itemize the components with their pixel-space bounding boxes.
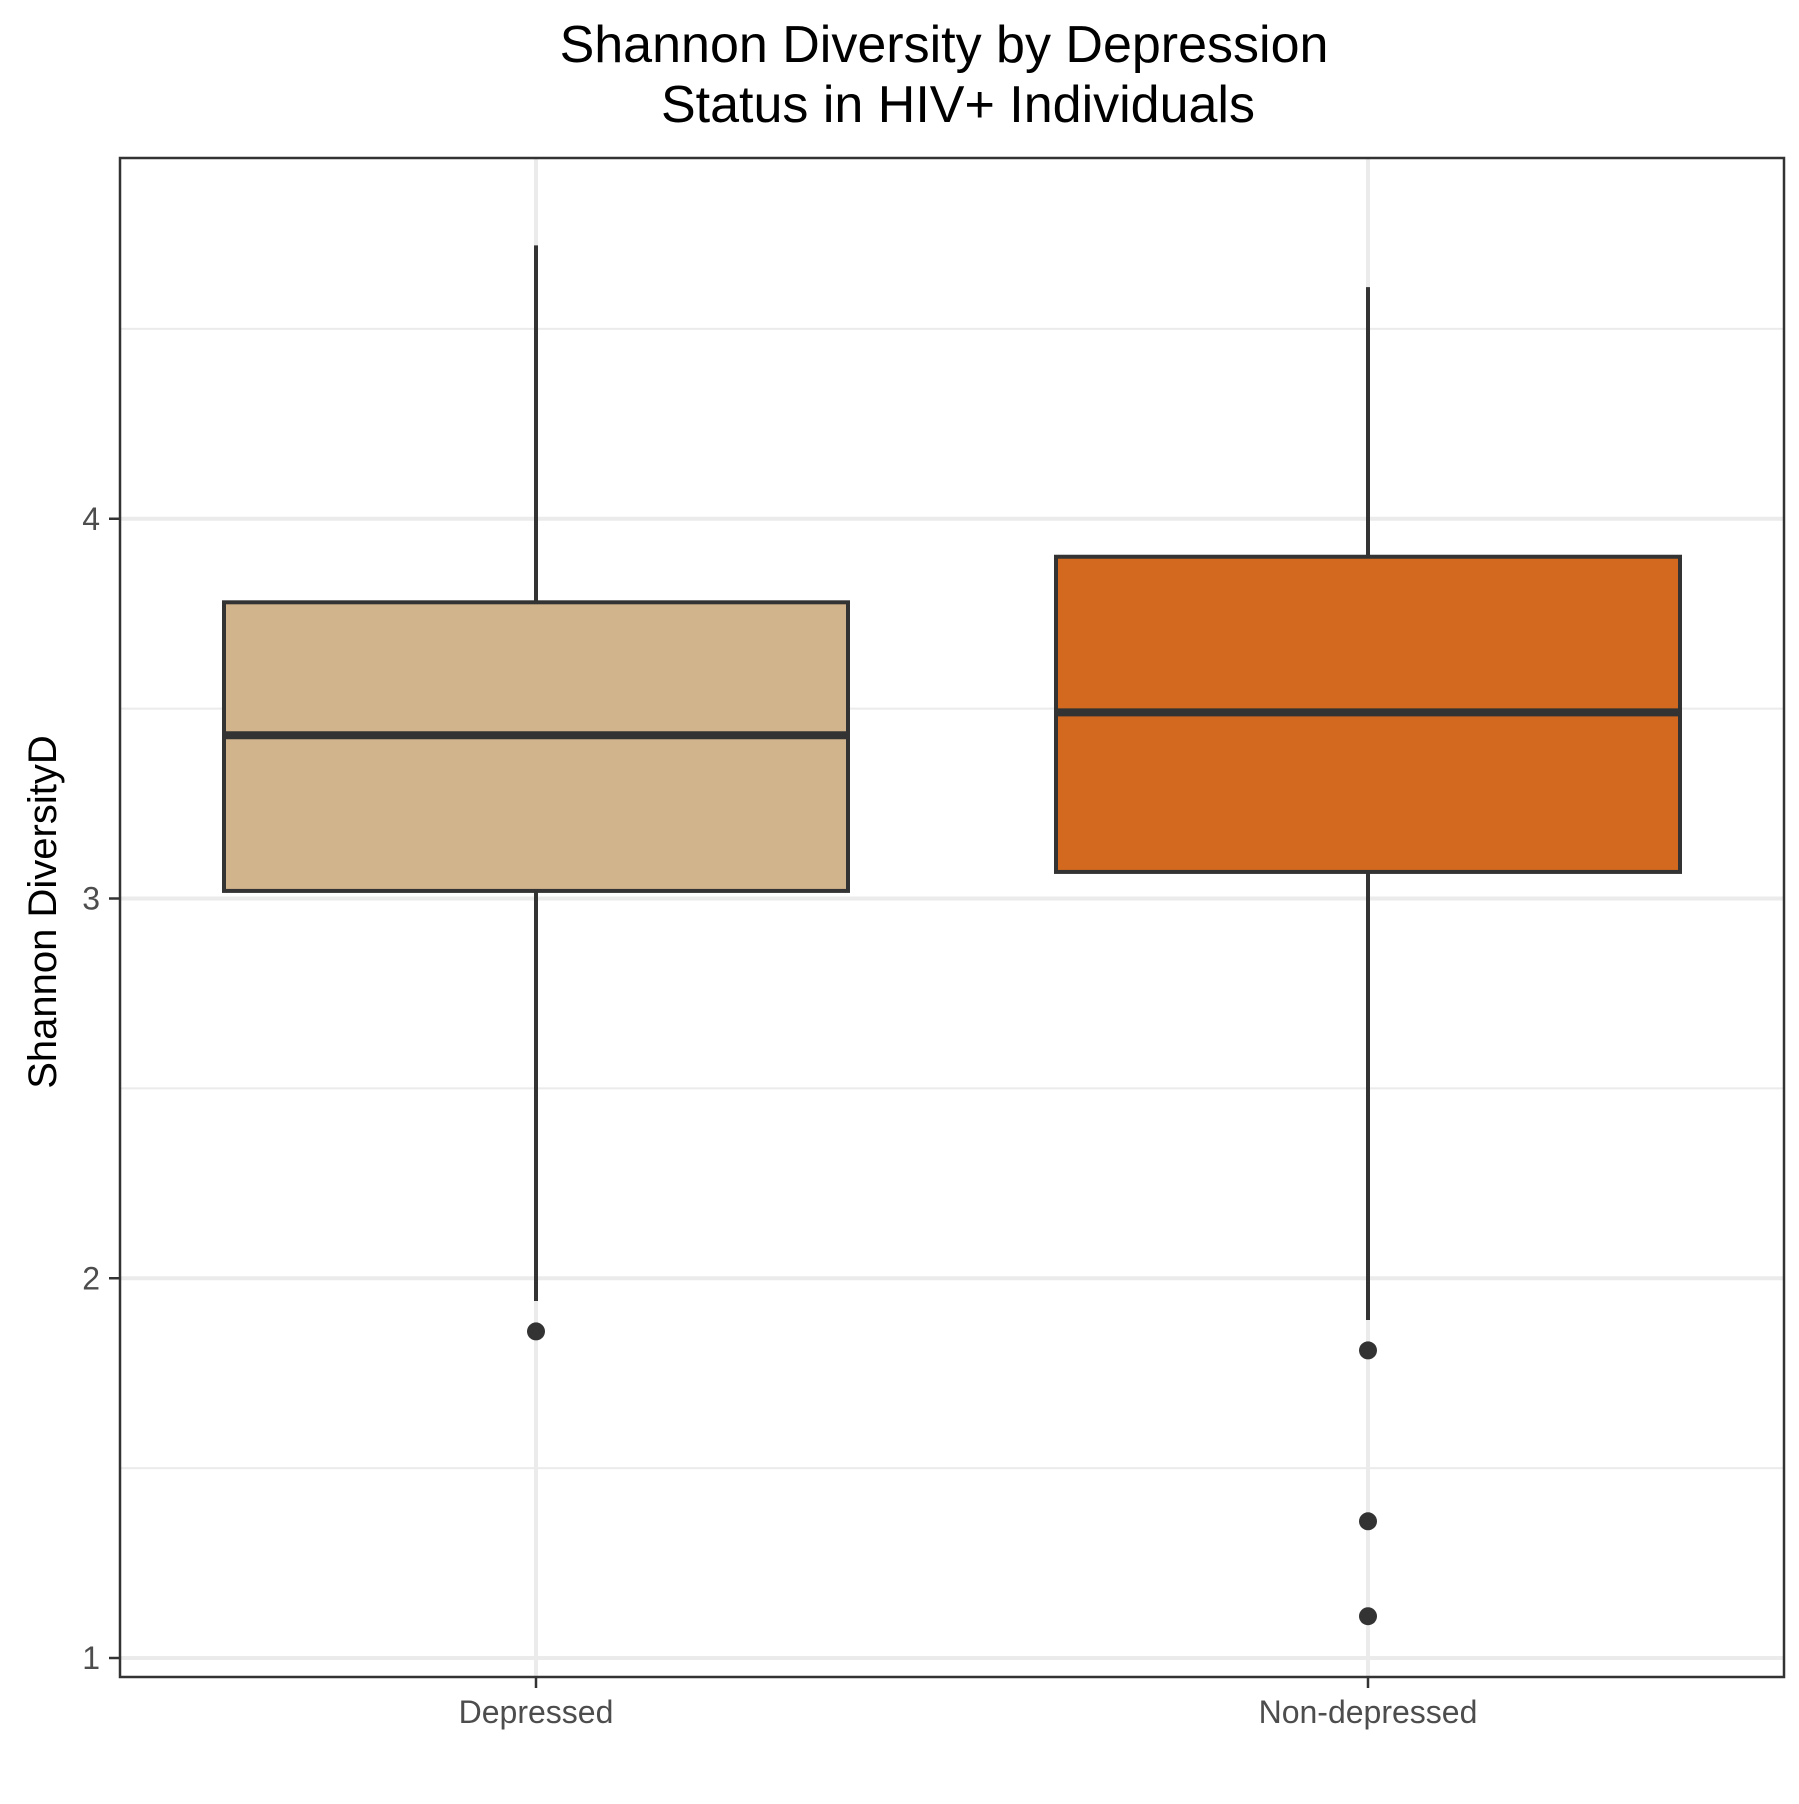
- x-tick-label: Non-depressed: [1259, 1694, 1478, 1730]
- outlier-point: [527, 1322, 545, 1341]
- y-tick-label: 3: [82, 881, 100, 917]
- x-tick-label: Depressed: [459, 1694, 614, 1730]
- plot-area: 1 2 3 4 Depressed Non-depressed: [82, 156, 1786, 1730]
- box-body: [222, 600, 850, 893]
- outlier-point: [1359, 1512, 1377, 1531]
- y-tick-label: 1: [82, 1640, 100, 1676]
- chart-title-line-2: Status in HIV+ Individuals: [661, 76, 1255, 134]
- y-axis-label: Shannon DiversityD: [21, 735, 65, 1089]
- y-tick-label: 4: [82, 501, 100, 537]
- outlier-point: [1359, 1341, 1377, 1360]
- outlier-point: [1359, 1607, 1377, 1626]
- y-tick-label: 2: [82, 1260, 100, 1296]
- chart-title-line-1: Shannon Diversity by Depression: [560, 16, 1329, 74]
- panel-border: [118, 156, 1786, 1679]
